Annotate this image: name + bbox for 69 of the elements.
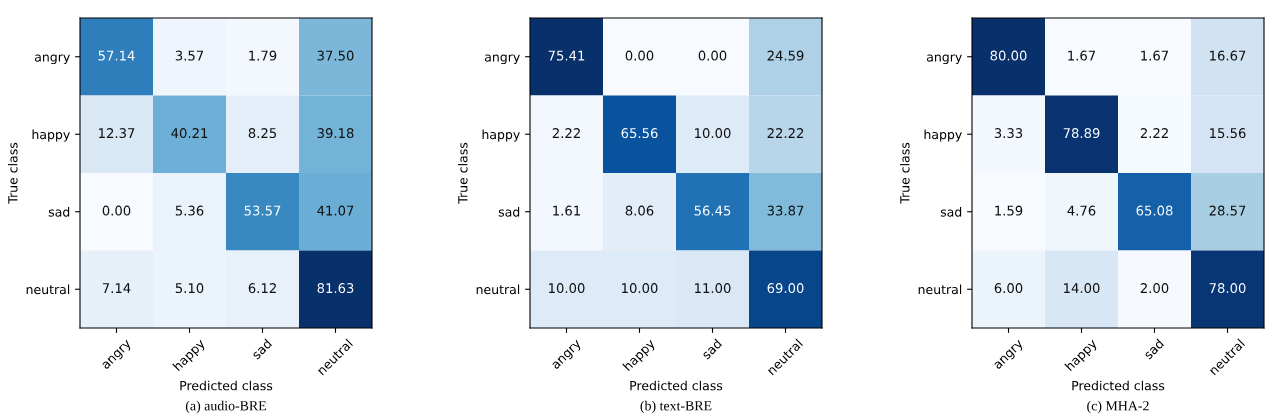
text: (c) MHA-2 — [1087, 400, 1149, 414]
data-label: 2.22 — [1140, 128, 1168, 138]
data-label: 80.00 — [990, 50, 1027, 61]
data-label: 16.67 — [1210, 50, 1246, 61]
data-label: 33.87 — [767, 205, 804, 216]
data-label: 12.37 — [99, 128, 135, 139]
data-label: 3.33 — [994, 128, 1023, 139]
data-label: 37.50 — [317, 50, 354, 61]
data-label: 40.21 — [171, 128, 208, 139]
y-tick-label: angry — [926, 54, 962, 65]
y-axis-title: True class — [899, 142, 910, 204]
data-label: 1.61 — [553, 205, 580, 216]
data-label: 24.59 — [767, 50, 804, 61]
data-label: 6.12 — [248, 283, 276, 294]
data-label: 57.14 — [98, 50, 135, 61]
text: (a) audio-BRE — [185, 400, 266, 414]
data-label: 8.06 — [625, 205, 654, 216]
data-label: 1.67 — [1141, 50, 1169, 61]
data-label: 1.59 — [995, 205, 1023, 216]
data-label: 78.00 — [1209, 283, 1246, 294]
data-label: 5.10 — [175, 283, 204, 294]
y-tick-label: sad — [498, 207, 520, 217]
data-label: 11.00 — [695, 283, 731, 294]
data-label: 28.57 — [1209, 205, 1246, 216]
data-label: 14.00 — [1064, 283, 1100, 294]
x-axis-title: Predicted class — [180, 380, 273, 391]
data-label: 1.67 — [1068, 50, 1096, 61]
data-label: 2.00 — [1140, 283, 1169, 294]
text: (b) text-BRE — [640, 400, 712, 414]
y-tick-label: angry — [34, 54, 70, 65]
data-label: 15.56 — [1210, 128, 1246, 139]
y-tick-label: happy — [482, 129, 520, 142]
y-tick-label: sad — [940, 207, 962, 217]
data-label: 1.79 — [249, 50, 277, 61]
data-label: 41.07 — [317, 205, 354, 216]
data-label: 10.00 — [695, 128, 731, 139]
data-label: 78.89 — [1063, 128, 1100, 139]
y-tick-label: neutral — [26, 284, 70, 295]
data-label: 10.00 — [549, 283, 585, 294]
data-label: 81.63 — [317, 283, 354, 294]
data-label: 0.00 — [625, 50, 654, 61]
data-label: 4.76 — [1067, 205, 1096, 216]
y-tick-label: sad — [48, 207, 70, 217]
y-tick-label: happy — [924, 129, 962, 142]
data-label: 5.36 — [175, 205, 204, 216]
data-label: 10.00 — [622, 283, 658, 294]
y-tick-label: neutral — [476, 284, 520, 295]
x-axis-title: Predicted class — [1072, 380, 1165, 391]
data-label: 22.22 — [767, 128, 804, 138]
data-label: 65.56 — [621, 128, 658, 139]
data-label: 3.57 — [175, 50, 204, 61]
data-label: 69.00 — [767, 283, 804, 294]
data-label: 8.25 — [248, 128, 277, 139]
y-tick-label: angry — [484, 54, 520, 65]
data-label: 7.14 — [102, 283, 131, 293]
data-label: 39.18 — [317, 128, 354, 139]
data-label: 56.45 — [694, 205, 731, 216]
data-label: 0.00 — [698, 50, 727, 61]
y-axis-title: True class — [7, 142, 18, 204]
data-label: 0.00 — [102, 205, 131, 216]
data-label: 65.08 — [1136, 205, 1173, 216]
data-label: 75.41 — [548, 50, 585, 61]
x-axis-title: Predicted class — [630, 380, 723, 391]
data-label: 6.00 — [994, 283, 1023, 294]
y-tick-label: happy — [32, 129, 70, 142]
y-tick-label: neutral — [918, 284, 962, 295]
data-label: 2.22 — [552, 128, 580, 138]
data-label: 53.57 — [244, 205, 281, 216]
y-axis-title: True class — [457, 142, 468, 204]
